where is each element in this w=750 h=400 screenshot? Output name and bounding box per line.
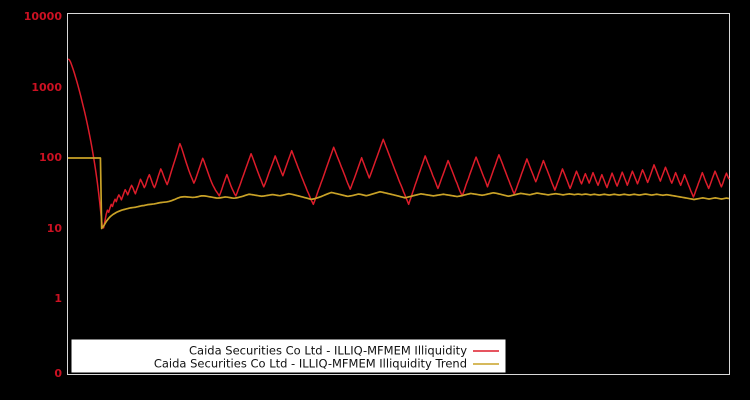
y-tick-label-10: 10: [47, 222, 63, 235]
legend-label-illiquidity-trend: Caida Securities Co Ltd - ILLIQ-MFMEM Il…: [154, 357, 467, 371]
y-tick-label-0: 0: [54, 367, 62, 380]
y-tick-label-1000: 1000: [31, 81, 62, 94]
legend-background: [71, 339, 506, 373]
data-series-layer: [67, 58, 730, 230]
series-line-illiquidity: [67, 58, 730, 229]
plot-frame: [67, 13, 730, 375]
y-axis-tick-labels: 10000 1000 100 10 1 0: [24, 10, 63, 380]
y-tick-label-100: 100: [39, 151, 62, 164]
legend-label-illiquidity: Caida Securities Co Ltd - ILLIQ-MFMEM Il…: [189, 344, 467, 358]
series-line-illiquidity-trend: [68, 157, 730, 230]
y-tick-label-10000: 10000: [24, 10, 63, 23]
y-tick-label-1: 1: [54, 292, 62, 305]
chart-legend[interactable]: Caida Securities Co Ltd - ILLIQ-MFMEM Il…: [71, 339, 506, 373]
